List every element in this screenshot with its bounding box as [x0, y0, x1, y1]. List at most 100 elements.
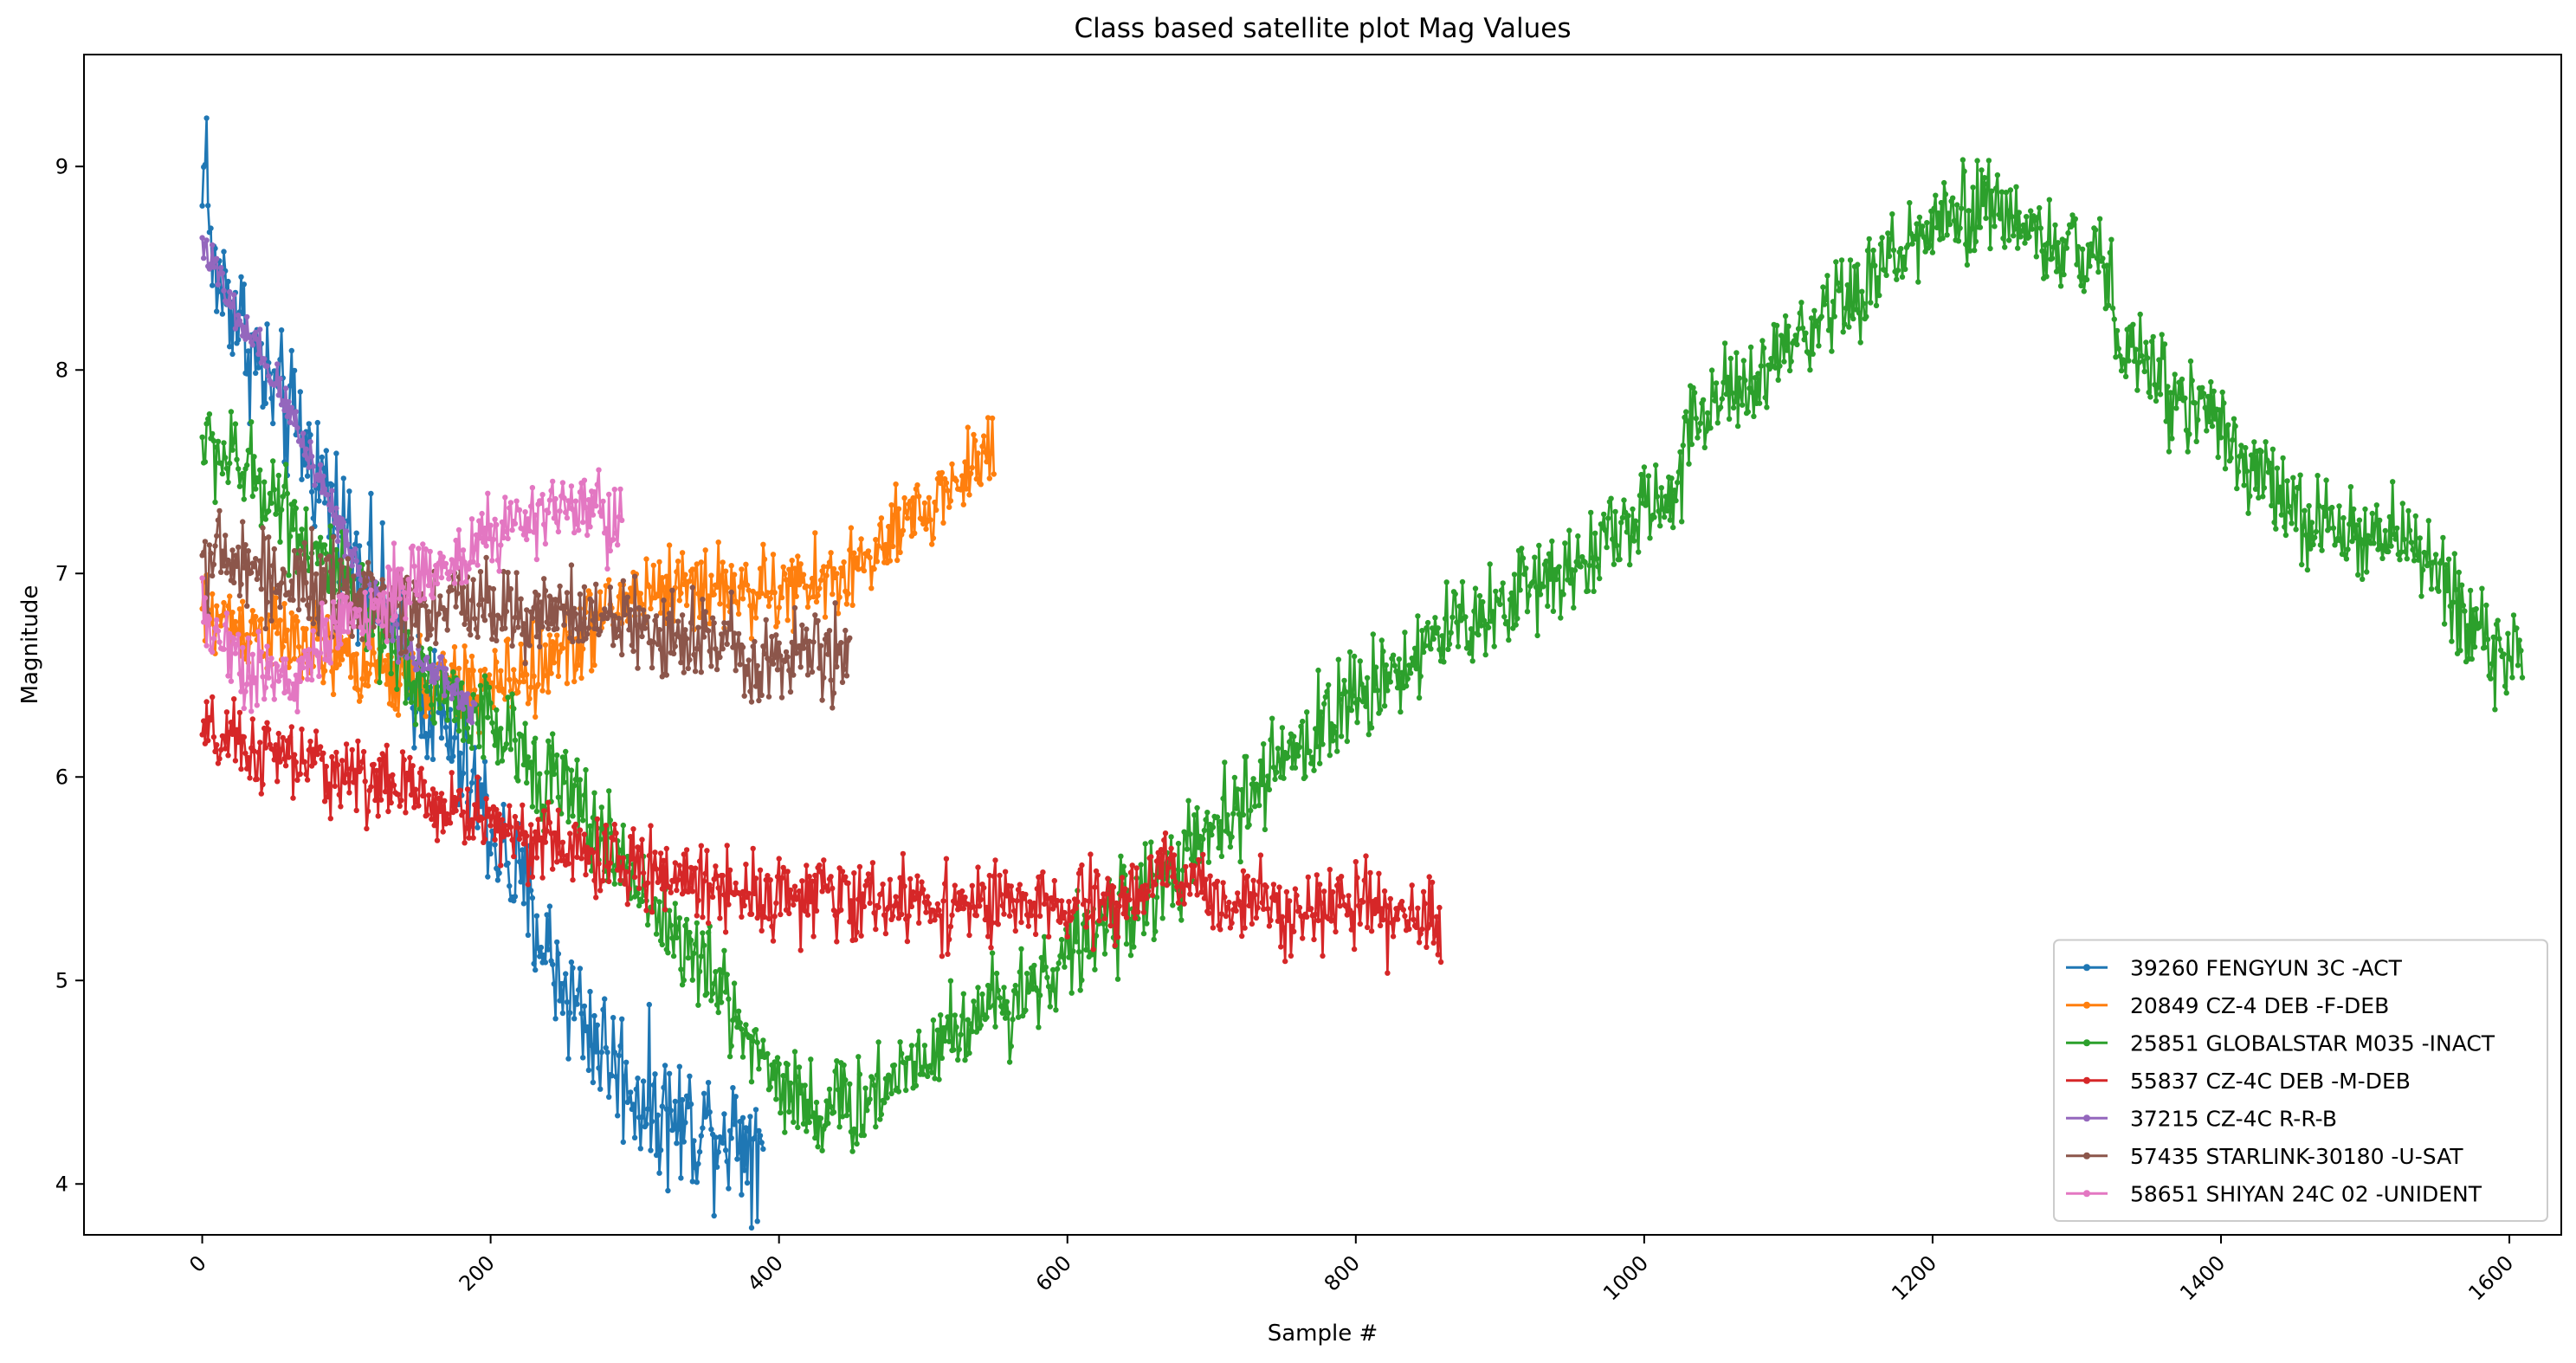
data-point — [1537, 591, 1544, 598]
data-point — [317, 649, 324, 656]
data-point — [247, 775, 253, 781]
data-point — [500, 834, 507, 840]
data-point — [2505, 630, 2511, 636]
data-point — [486, 672, 493, 678]
data-point — [726, 901, 732, 908]
data-point — [486, 684, 493, 691]
data-point — [1534, 632, 1540, 639]
data-point — [962, 1057, 968, 1063]
data-point — [1275, 746, 1282, 752]
data-point — [598, 1049, 604, 1056]
data-point — [518, 879, 524, 885]
data-point — [398, 566, 404, 572]
data-point — [2154, 384, 2160, 391]
data-point — [372, 797, 378, 804]
data-point — [966, 932, 972, 939]
data-point — [1014, 991, 1020, 997]
data-point — [329, 488, 335, 494]
data-point — [666, 884, 673, 890]
data-point — [916, 920, 922, 927]
series-layer — [199, 115, 2526, 1231]
data-point — [1333, 729, 1339, 736]
data-point — [1792, 333, 1798, 339]
data-point — [2057, 283, 2064, 289]
data-point — [210, 561, 217, 567]
data-point — [533, 512, 539, 518]
data-point — [791, 565, 798, 572]
data-point — [795, 1124, 801, 1131]
data-point — [1445, 646, 1451, 652]
data-point — [1902, 266, 1908, 273]
data-point — [1224, 812, 1230, 818]
data-point — [282, 385, 289, 391]
data-point — [1094, 872, 1101, 878]
data-point — [1081, 897, 1088, 904]
data-point — [440, 829, 446, 835]
data-point — [262, 400, 268, 406]
data-point — [897, 1039, 903, 1045]
data-point — [408, 791, 415, 798]
data-point — [1432, 615, 1438, 621]
data-point — [227, 288, 233, 295]
data-point — [542, 839, 549, 845]
data-point — [2355, 572, 2361, 578]
data-point — [416, 643, 422, 649]
data-point — [828, 874, 834, 880]
data-point — [1263, 884, 1269, 890]
data-point — [2122, 373, 2129, 379]
data-point — [1348, 927, 1355, 933]
data-point — [656, 899, 662, 905]
data-point — [1805, 350, 1811, 356]
data-point — [578, 856, 584, 862]
data-point — [295, 606, 302, 613]
data-point — [1967, 248, 1973, 254]
data-point — [2153, 397, 2160, 404]
data-point — [760, 1037, 766, 1043]
data-point — [1028, 913, 1035, 919]
data-point — [2016, 210, 2022, 216]
data-point — [572, 995, 579, 1001]
data-point — [644, 614, 651, 620]
data-point — [992, 857, 998, 863]
series-markers — [199, 467, 625, 714]
data-point — [743, 1022, 749, 1028]
data-point — [1966, 208, 1972, 214]
data-point — [1511, 572, 1518, 578]
data-point — [670, 953, 677, 959]
data-point — [1359, 899, 1366, 905]
data-point — [1367, 869, 1373, 876]
data-point — [795, 553, 801, 559]
data-point — [1406, 662, 1412, 669]
data-point — [2382, 527, 2388, 534]
data-point — [1359, 681, 1365, 688]
data-point — [1500, 580, 1506, 586]
data-point — [2159, 332, 2165, 338]
data-point — [498, 862, 504, 869]
data-point — [264, 720, 270, 726]
legend-item: 55837 CZ-4C DEB -M-DEB — [2066, 1069, 2411, 1094]
data-point — [349, 746, 355, 753]
data-point — [1191, 862, 1198, 869]
data-point — [274, 663, 281, 669]
data-point — [933, 912, 939, 918]
data-point — [462, 643, 468, 649]
data-point — [676, 1063, 682, 1069]
data-point — [201, 549, 207, 556]
data-point — [1002, 869, 1009, 875]
data-point — [615, 626, 621, 633]
data-point — [1168, 845, 1174, 851]
data-point — [462, 840, 468, 846]
data-point — [894, 557, 901, 564]
data-point — [772, 914, 778, 920]
data-point — [2083, 276, 2090, 283]
data-point — [1857, 339, 1863, 346]
data-point — [216, 507, 223, 514]
data-point — [1077, 867, 1083, 873]
data-point — [590, 617, 597, 623]
data-point — [860, 1123, 866, 1130]
data-point — [1563, 559, 1570, 565]
data-point — [2464, 623, 2470, 629]
data-point — [297, 438, 303, 444]
data-point — [705, 628, 712, 634]
data-point — [724, 972, 730, 978]
